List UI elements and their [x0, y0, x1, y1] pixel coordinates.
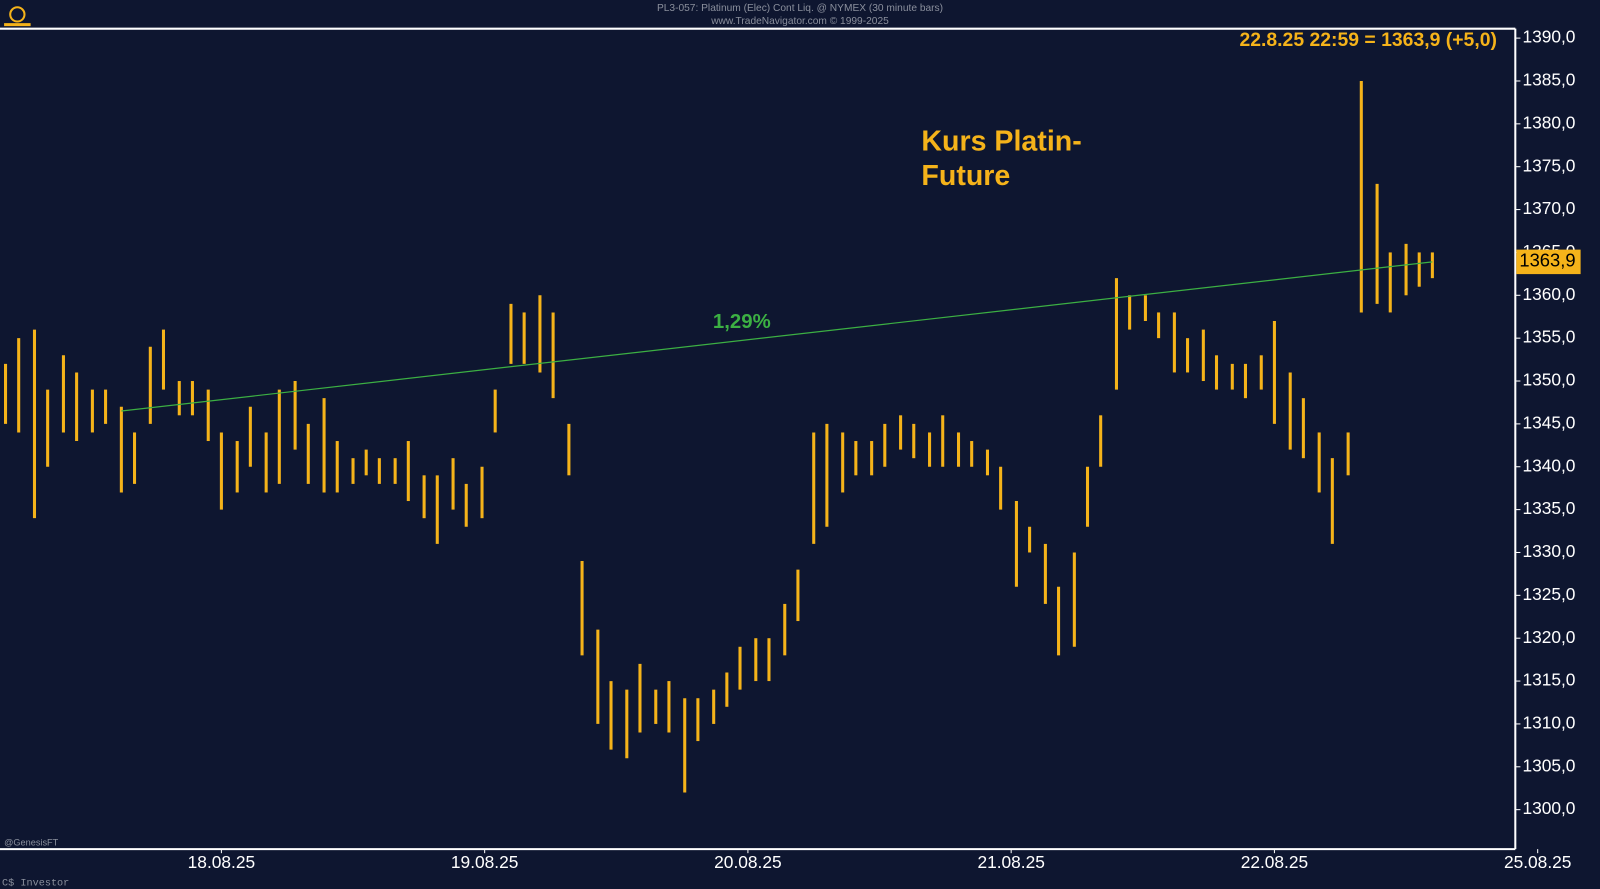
x-tick-label: 18.08.25	[188, 852, 255, 872]
annotation: Future	[921, 160, 1010, 192]
y-tick-label: 1355,0	[1522, 327, 1575, 347]
y-tick-label: 1320,0	[1522, 627, 1575, 647]
y-tick-label: 1310,0	[1522, 713, 1575, 733]
trend-line	[121, 261, 1433, 412]
footer-label: C$ Investor	[2, 877, 69, 889]
y-tick-label: 1360,0	[1522, 284, 1575, 304]
y-tick-label: 1345,0	[1522, 412, 1575, 432]
trend-label: 1,29%	[713, 311, 771, 333]
y-tick-label: 1325,0	[1522, 584, 1575, 604]
y-tick-label: 1375,0	[1522, 155, 1575, 175]
x-tick-label: 21.08.25	[977, 852, 1044, 872]
y-tick-label: 1305,0	[1522, 755, 1575, 775]
logo	[4, 6, 31, 27]
footer-label: @GenesisFT	[4, 837, 59, 847]
y-tick-label: 1330,0	[1522, 541, 1575, 561]
last-price-label: 1363,9	[1519, 250, 1575, 271]
y-tick-label: 1350,0	[1522, 370, 1575, 390]
chart-subtitle: www.TradeNavigator.com © 1999-2025	[710, 16, 889, 27]
x-tick-label: 22.08.25	[1241, 852, 1308, 872]
y-tick-label: 1370,0	[1522, 198, 1575, 218]
x-tick-label: 19.08.25	[451, 852, 518, 872]
y-tick-label: 1315,0	[1522, 670, 1575, 690]
y-tick-label: 1335,0	[1522, 498, 1575, 518]
y-tick-label: 1380,0	[1522, 112, 1575, 132]
y-tick-label: 1300,0	[1522, 798, 1575, 818]
annotation: Kurs Platin-	[921, 126, 1081, 158]
last-price-box	[1516, 249, 1581, 275]
y-tick-label: 1390,0	[1522, 27, 1575, 47]
chart-title: PL3-057: Platinum (Elec) Cont Liq. @ NYM…	[657, 3, 943, 14]
x-tick-label: 25.08.25	[1504, 852, 1571, 872]
info-label: 22.8.25 22:59 = 1363,9 (+5,0)	[1239, 29, 1496, 51]
y-tick-label: 1340,0	[1522, 455, 1575, 475]
x-tick-label: 20.08.25	[714, 852, 781, 872]
y-tick-label: 1385,0	[1522, 70, 1575, 90]
